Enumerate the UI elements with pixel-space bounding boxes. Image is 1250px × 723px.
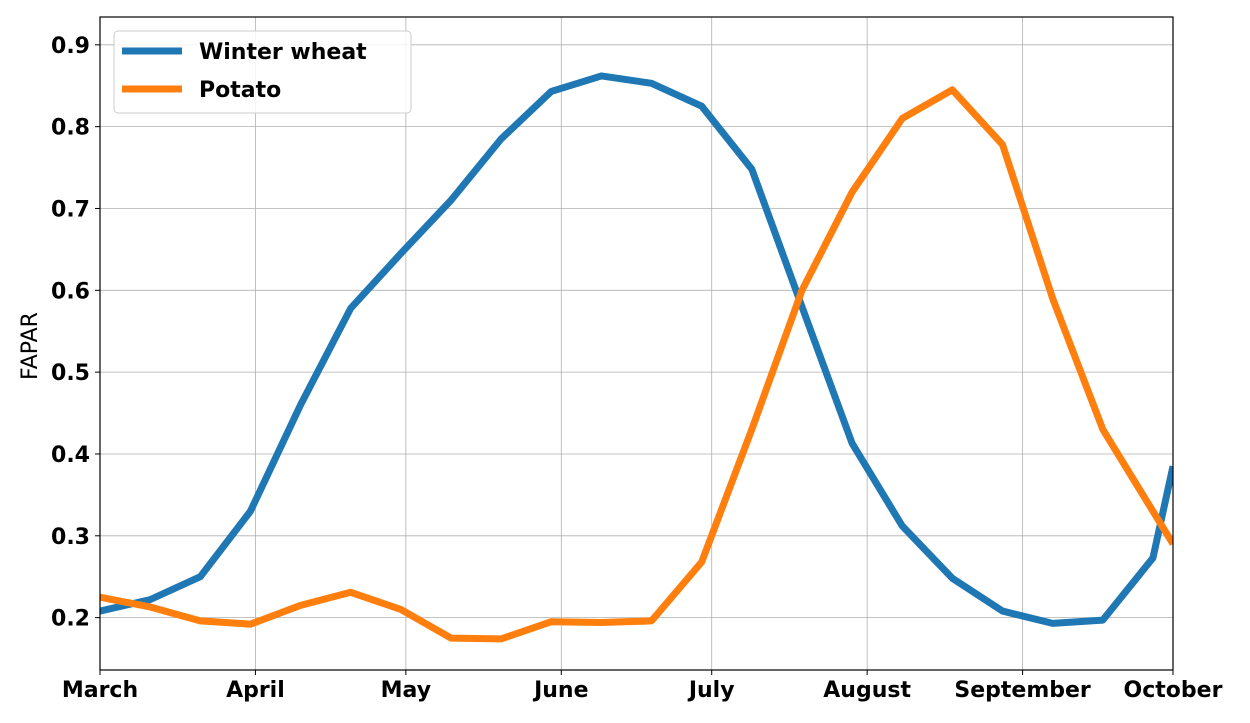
series-line-winter-wheat xyxy=(100,72,1173,627)
x-tick-label: August xyxy=(823,678,911,703)
y-tick-label: 0.9 xyxy=(51,34,90,59)
x-tick-label: June xyxy=(532,678,588,703)
y-tick-label: 0.5 xyxy=(51,361,90,386)
series-line-potato xyxy=(100,86,1173,643)
x-tick-label: March xyxy=(62,678,138,703)
y-tick-label: 0.6 xyxy=(51,279,90,304)
legend: Winter wheat Potato xyxy=(113,30,412,114)
y-tick-label: 0.2 xyxy=(51,607,90,632)
legend-label-potato: Potato xyxy=(199,78,281,103)
y-tick-label: 0.4 xyxy=(51,443,90,468)
y-tick-label: 0.3 xyxy=(51,525,90,550)
x-axis: March April May June July August September Octo… xyxy=(62,670,1223,703)
legend-box xyxy=(113,30,412,114)
plot-frame xyxy=(99,16,1174,671)
x-tick-label: July xyxy=(687,678,735,703)
x-tick-label: October xyxy=(1124,678,1223,703)
x-tick-label: September xyxy=(954,678,1091,703)
x-tick-label: April xyxy=(226,678,285,703)
legend-label-winter-wheat: Winter wheat xyxy=(199,40,367,65)
grid xyxy=(99,17,1174,670)
series-lines xyxy=(100,72,1173,643)
y-tick-label: 0.7 xyxy=(51,197,90,222)
y-axis-label: FAPAR xyxy=(18,312,43,380)
y-axis: 0.2 0.3 0.4 0.5 0.6 0.7 0.8 0.9 xyxy=(51,34,100,632)
x-tick-label: May xyxy=(381,678,431,703)
y-tick-label: 0.8 xyxy=(51,116,90,141)
